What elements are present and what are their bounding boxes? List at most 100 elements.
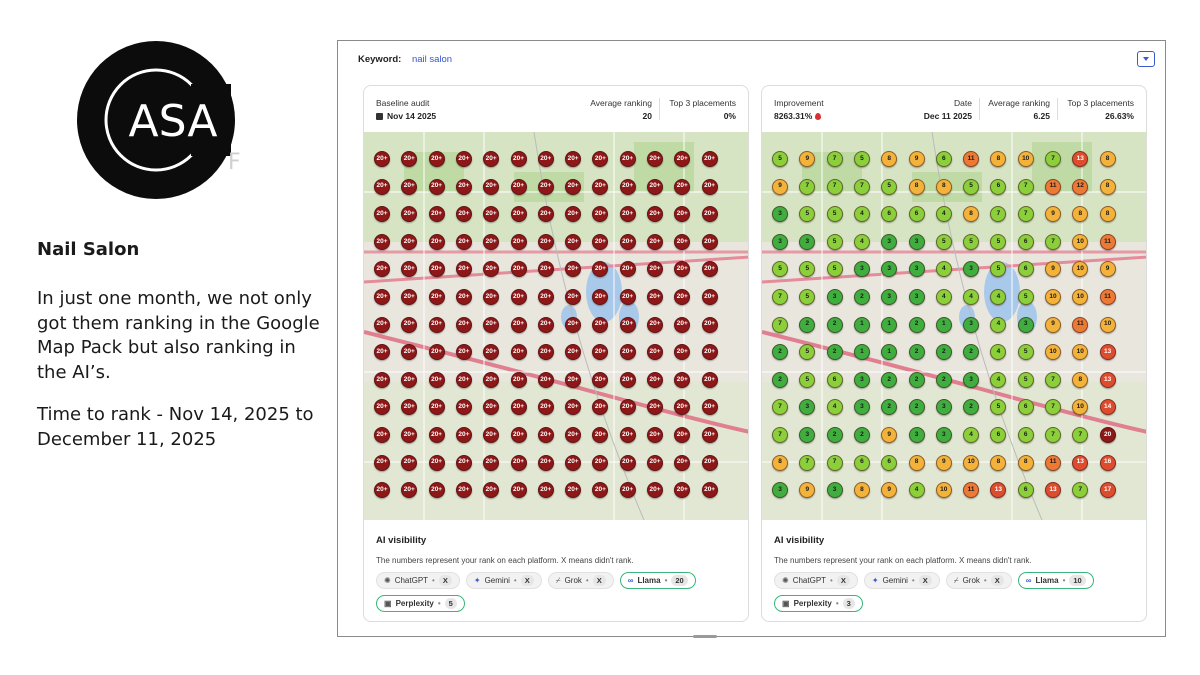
rank-pin[interactable]: 20+ [619, 289, 636, 305]
rank-pin[interactable]: 20+ [455, 399, 472, 416]
rank-pin[interactable]: 20+ [428, 316, 445, 333]
platform-chip-gemini[interactable]: ✦ Gemini • X [465, 572, 542, 589]
rank-pin[interactable]: 20+ [647, 316, 663, 333]
rank-pin[interactable]: 20+ [674, 206, 691, 223]
rank-pin[interactable]: 20+ [428, 427, 445, 443]
rank-pin[interactable]: 20+ [428, 399, 445, 416]
rank-pin[interactable]: 4 [963, 289, 980, 305]
rank-pin[interactable]: 7 [799, 454, 816, 471]
rank-pin[interactable]: 3 [826, 482, 843, 499]
rank-pin[interactable]: 20+ [565, 316, 582, 333]
rank-pin[interactable]: 5 [799, 206, 816, 223]
rank-pin[interactable]: 20+ [483, 427, 500, 443]
rank-pin[interactable]: 20+ [701, 427, 718, 443]
rank-pin[interactable]: 9 [772, 178, 788, 195]
rank-pin[interactable]: 20+ [592, 371, 609, 388]
rank-pin[interactable]: 20+ [537, 206, 554, 223]
rank-pin[interactable]: 20+ [537, 261, 554, 278]
rank-pin[interactable]: 4 [935, 206, 952, 223]
rank-pin[interactable]: 20+ [483, 316, 500, 333]
rank-pin[interactable]: 5 [826, 206, 843, 223]
rank-pin[interactable]: 20+ [674, 316, 691, 333]
rank-pin[interactable]: 20+ [565, 289, 582, 305]
rank-pin[interactable]: 10 [935, 482, 952, 499]
rank-pin[interactable]: 20+ [537, 233, 554, 250]
rank-pin[interactable]: 20+ [401, 316, 418, 333]
rank-pin[interactable]: 20+ [510, 206, 527, 223]
rank-pin[interactable]: 20+ [374, 178, 390, 195]
platform-chip-perplexity[interactable]: ▣ Perplexity • 3 [774, 595, 863, 612]
rank-pin[interactable]: 11 [1045, 178, 1061, 195]
rank-pin[interactable]: 8 [1072, 371, 1089, 388]
rank-pin[interactable]: 20+ [537, 316, 554, 333]
rank-pin[interactable]: 3 [826, 289, 843, 305]
rank-pin[interactable]: 8 [990, 151, 1007, 167]
rank-pin[interactable]: 20+ [674, 427, 691, 443]
rank-pin[interactable]: 6 [853, 454, 870, 471]
rank-pin[interactable]: 3 [853, 371, 870, 388]
rank-pin[interactable]: 3 [799, 427, 816, 443]
rank-pin[interactable]: 5 [1017, 289, 1034, 305]
rank-pin[interactable]: 2 [908, 316, 925, 333]
rank-pin[interactable]: 2 [826, 427, 843, 443]
rank-pin[interactable]: 2 [908, 399, 925, 416]
rank-pin[interactable]: 7 [853, 178, 870, 195]
rank-pin[interactable]: 3 [908, 233, 925, 250]
rank-pin[interactable]: 2 [935, 371, 952, 388]
rank-pin[interactable]: 11 [1099, 233, 1116, 250]
rank-pin[interactable]: 20+ [510, 344, 527, 361]
rank-pin[interactable]: 20+ [592, 427, 609, 443]
rank-pin[interactable]: 4 [908, 482, 925, 499]
baseline-rank-map[interactable]: 20+ 20+ 20+ 20+ 20+ 20+ 20+ 20+ 20+ 20+ 20+ 20+ 20+ 2… [364, 132, 748, 520]
rank-pin[interactable]: 20+ [374, 261, 390, 278]
rank-pin[interactable]: 2 [963, 399, 980, 416]
rank-pin[interactable]: 3 [908, 427, 925, 443]
rank-pin[interactable]: 20+ [619, 316, 636, 333]
rank-pin[interactable]: 13 [1072, 151, 1089, 167]
rank-pin[interactable]: 20+ [565, 178, 582, 195]
rank-pin[interactable]: 8 [1017, 454, 1034, 471]
rank-pin[interactable]: 20+ [647, 233, 663, 250]
rank-pin[interactable]: 13 [990, 482, 1007, 499]
rank-pin[interactable]: 5 [799, 371, 816, 388]
rank-pin[interactable]: 2 [826, 316, 843, 333]
rank-pin[interactable]: 10 [1017, 151, 1034, 167]
platform-chip-llama[interactable]: ∞ Llama • 20 [619, 572, 696, 589]
rank-pin[interactable]: 1 [853, 344, 870, 361]
rank-pin[interactable]: 20+ [374, 151, 390, 167]
rank-pin[interactable]: 7 [1045, 427, 1061, 443]
scroll-handle[interactable] [693, 635, 717, 638]
rank-pin[interactable]: 6 [881, 206, 898, 223]
rank-pin[interactable]: 4 [990, 344, 1007, 361]
rank-pin[interactable]: 9 [908, 151, 925, 167]
rank-pin[interactable]: 8 [935, 178, 952, 195]
rank-pin[interactable]: 10 [1099, 316, 1116, 333]
rank-pin[interactable]: 20+ [701, 151, 718, 167]
rank-pin[interactable]: 20+ [537, 427, 554, 443]
rank-pin[interactable]: 3 [963, 371, 980, 388]
rank-pin[interactable]: 20+ [510, 371, 527, 388]
rank-pin[interactable]: 11 [1045, 454, 1061, 471]
rank-pin[interactable]: 20+ [455, 482, 472, 499]
rank-pin[interactable]: 20+ [537, 178, 554, 195]
rank-pin[interactable]: 20+ [483, 399, 500, 416]
rank-pin[interactable]: 5 [799, 261, 816, 278]
rank-pin[interactable]: 20+ [537, 289, 554, 305]
rank-pin[interactable]: 11 [963, 482, 980, 499]
rank-pin[interactable]: 20+ [401, 399, 418, 416]
rank-pin[interactable]: 20+ [565, 399, 582, 416]
rank-pin[interactable]: 20+ [674, 454, 691, 471]
rank-pin[interactable]: 20+ [483, 344, 500, 361]
rank-pin[interactable]: 7 [799, 178, 816, 195]
rank-pin[interactable]: 1 [853, 316, 870, 333]
rank-pin[interactable]: 3 [1017, 316, 1034, 333]
rank-pin[interactable]: 4 [990, 316, 1007, 333]
rank-pin[interactable]: 20+ [455, 206, 472, 223]
rank-pin[interactable]: 20+ [619, 206, 636, 223]
platform-chip-gemini[interactable]: ✦ Gemini • X [863, 572, 940, 589]
rank-pin[interactable]: 20+ [401, 206, 418, 223]
rank-pin[interactable]: 3 [772, 233, 788, 250]
rank-pin[interactable]: 20+ [455, 151, 472, 167]
rank-pin[interactable]: 20+ [455, 289, 472, 305]
rank-pin[interactable]: 20+ [674, 399, 691, 416]
